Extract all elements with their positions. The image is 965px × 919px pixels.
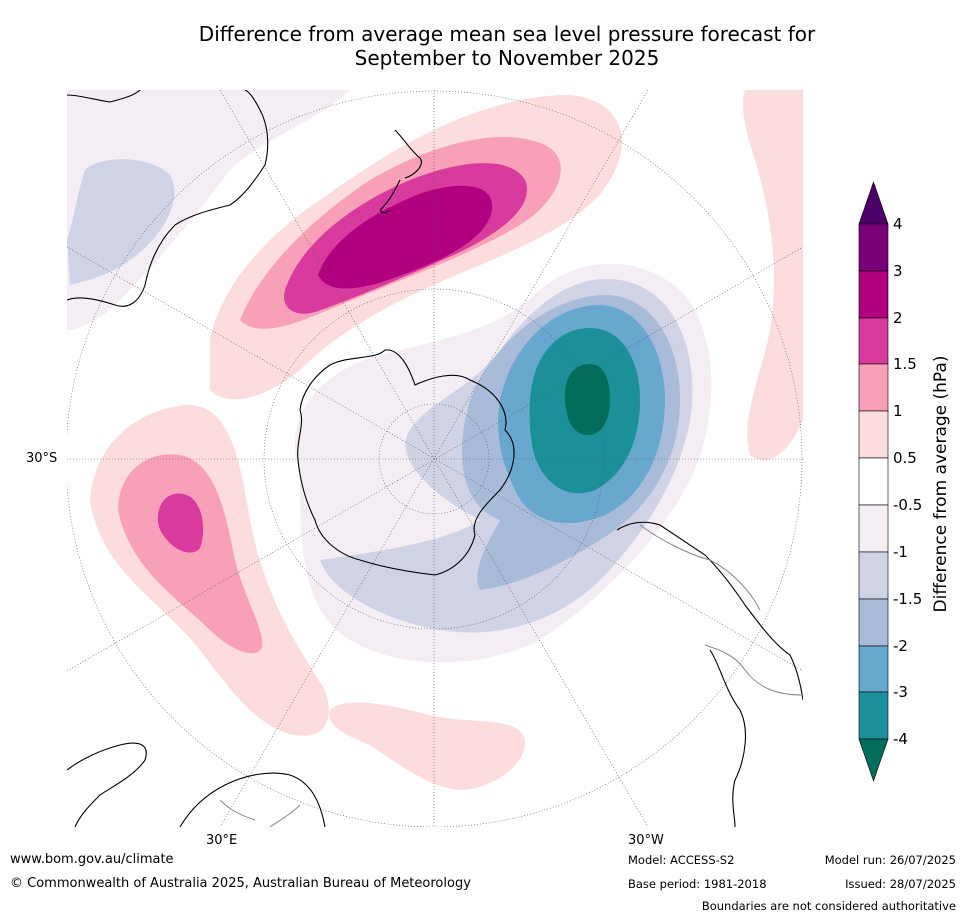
australia-coastline <box>67 90 269 307</box>
map-area <box>67 90 803 827</box>
colorbar-extend-bottom <box>858 738 889 782</box>
colorbar-bin-neg2-neg3 <box>858 645 889 693</box>
colorbar-tick: -1.5 <box>893 590 923 608</box>
contour-pos-2-nz <box>318 185 493 289</box>
colorbar-extend-top <box>858 181 889 225</box>
contour-pos-0.5-ne <box>743 90 803 461</box>
lon-label-30w: 30°W <box>628 833 664 848</box>
title-line-2: September to November 2025 <box>354 46 660 70</box>
colorbar-tick: 1.5 <box>893 355 917 373</box>
model-name: Model: ACCESS-S2 <box>628 853 735 867</box>
contour-neg-1-nw <box>67 159 175 285</box>
colorbar-bin-3-4 <box>858 223 889 272</box>
colorbar-bin-neg1-neg1.5 <box>858 551 889 600</box>
contour-pos-0.5-s <box>329 702 526 790</box>
colorbar-bin-0.5-1 <box>858 410 889 459</box>
colorbar-tick: 1 <box>893 402 903 420</box>
colorbar-bin-1.5-2 <box>858 317 889 365</box>
colorbar-bin-neg1.5-neg2 <box>858 598 889 647</box>
africa-borders <box>219 799 301 827</box>
lat-label-30s: 30°S <box>26 451 58 466</box>
issued-date: Issued: 28/07/2025 <box>845 877 956 891</box>
title-line-1: Difference from average mean sea level p… <box>198 22 816 46</box>
colorbar-bin-neg3-neg4 <box>858 691 889 740</box>
colorbar-tick: 0.5 <box>893 449 917 467</box>
colorbar <box>858 181 889 782</box>
chart-title: Difference from average mean sea level p… <box>0 22 965 70</box>
colorbar-tick: 4 <box>893 215 903 233</box>
africa-coastline <box>67 742 326 827</box>
colorbar-bin-neutral <box>858 457 889 506</box>
website-link[interactable]: www.bom.gov.au/climate <box>10 852 174 867</box>
model-run: Model run: 26/07/2025 <box>824 853 956 867</box>
colorbar-tick: -3 <box>893 683 908 701</box>
graticule <box>67 90 803 827</box>
contour-pos-1-sw <box>118 454 263 654</box>
colorbar-tick: -2 <box>893 637 908 655</box>
contour-neg-4 <box>565 364 610 435</box>
colorbar-bin-neg0.5-neg1 <box>858 504 889 553</box>
colorbar-tick: -0.5 <box>893 496 923 514</box>
antarctica-coastline <box>297 349 515 576</box>
south-america-coastline <box>616 521 803 827</box>
colorbar-label-text: Difference from average (hPa) <box>931 355 951 613</box>
contour-pos-1.5-sw <box>157 493 204 553</box>
colorbar-tick: 3 <box>893 262 903 280</box>
new-zealand-coastline <box>380 129 422 214</box>
base-period: Base period: 1981-2018 <box>628 877 767 891</box>
colorbar-tick: -1 <box>893 543 908 561</box>
colorbar-tick: 2 <box>893 309 903 327</box>
copyright: © Commonwealth of Australia 2025, Austra… <box>10 876 471 891</box>
colorbar-tick: -4 <box>893 730 908 748</box>
contour-neg-0.5-nw <box>67 90 350 330</box>
south-america-borders <box>639 524 803 696</box>
colorbar-bin-1-1.5 <box>858 363 889 412</box>
disclaimer: Boundaries are not considered authoritat… <box>701 899 956 913</box>
colorbar-bin-2-3 <box>858 270 889 319</box>
lon-label-30e: 30°E <box>206 833 238 848</box>
